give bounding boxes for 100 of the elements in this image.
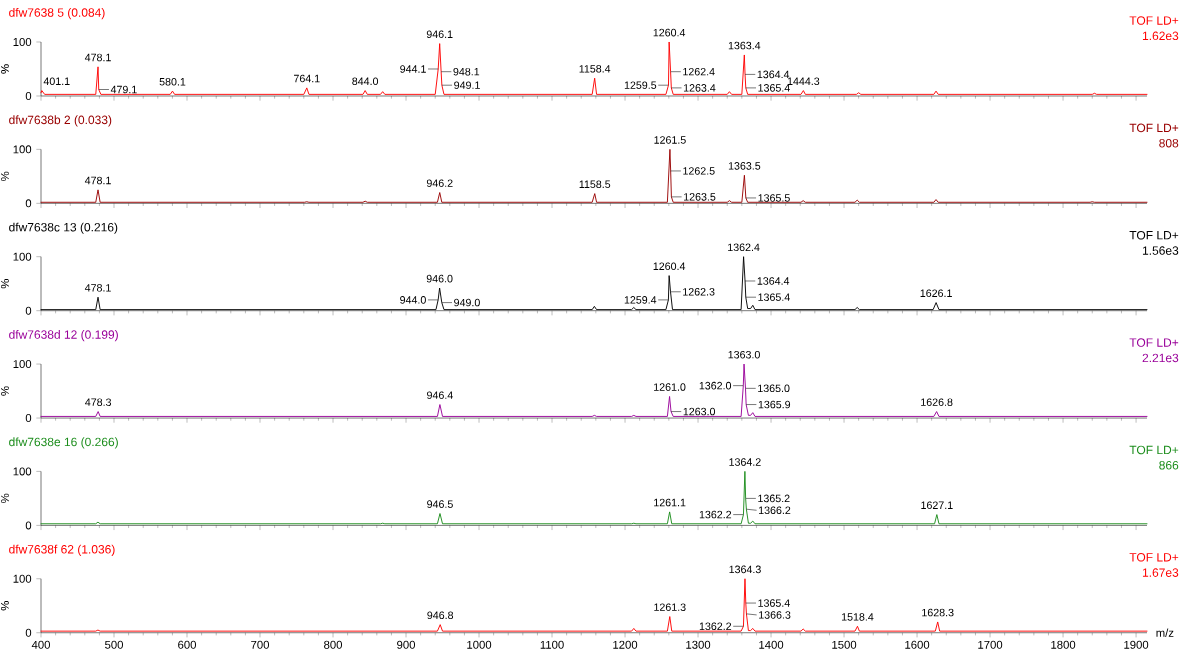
x-tick-label: 600 [178, 640, 197, 649]
annotation: 946.2 [426, 179, 453, 187]
annotation: 1365.4 [758, 599, 790, 607]
annotation: 946.4 [427, 391, 453, 399]
annotation: 1363.0 [728, 350, 760, 359]
annotation: 1365.5 [758, 194, 790, 202]
y-tick-label: 0 [25, 628, 32, 637]
text: TOF LD+ [1129, 16, 1179, 25]
annotation: 949.1 [454, 81, 480, 89]
chart-title: dfw7638 5 (0.084) [9, 7, 105, 20]
annotation: 1262.3 [683, 288, 715, 296]
annotation: 1260.4 [653, 28, 686, 37]
x-tick-label: 500 [105, 640, 124, 649]
annotation: 1261.0 [654, 383, 686, 391]
y-tick-label: 100 [13, 145, 32, 154]
y-tick-label: 100 [13, 252, 32, 261]
x-tick-label: 1000 [467, 640, 492, 649]
y-tick-label: 100 [13, 467, 32, 476]
annotation: 478.1 [84, 176, 111, 185]
annotation: 1362.2 [699, 622, 732, 631]
annotation: 1363.5 [728, 162, 761, 170]
annotation: 1262.5 [683, 167, 715, 175]
y-tick-label: 100 [13, 360, 32, 369]
annotation: 1363.4 [728, 41, 761, 50]
annotation: 1261.1 [654, 498, 686, 507]
text: 1.67e3 [1142, 568, 1179, 577]
annotation: 1261.3 [654, 603, 686, 611]
annotation: 1365.0 [758, 384, 790, 393]
x-tick-label: 1700 [978, 640, 1003, 649]
text: 808 [1159, 138, 1179, 148]
text: TOF LD+ [1129, 123, 1179, 133]
annotation: 1364.4 [757, 70, 790, 79]
y-axis-title: % [0, 279, 9, 289]
x-tick-label: 1400 [759, 640, 784, 649]
annotation: 1362.4 [728, 243, 760, 252]
text: TOF LD+ [1129, 445, 1179, 455]
annotation: 1263.4 [683, 84, 716, 92]
text: 1.62e3 [1142, 31, 1179, 41]
x-tick-label: 400 [31, 640, 50, 649]
x-tick-label: 1300 [686, 640, 711, 649]
y-tick-label: 100 [13, 574, 32, 583]
x-tick-label: 1500 [832, 640, 857, 649]
annotation: 1444.3 [787, 77, 820, 85]
chart-title: dfw7638f 62 (1.036) [9, 544, 115, 556]
annotation: 1627.1 [921, 501, 953, 509]
annotation: 1366.3 [759, 611, 791, 619]
chart-title: dfw7638d 12 (0.199) [9, 330, 118, 342]
annotation: 580.1 [159, 77, 186, 86]
text: 1.56e3 [1142, 246, 1179, 255]
annotation: 1366.2 [759, 506, 791, 515]
annotation: 1158.5 [579, 180, 611, 189]
annotation: 1626.1 [920, 289, 952, 297]
annotation: 478.1 [84, 284, 111, 292]
annotation: 1261.5 [654, 136, 686, 144]
annotation: 946.5 [427, 500, 453, 508]
annotation: 944.0 [400, 296, 426, 304]
y-tick-label: 100 [13, 37, 32, 46]
annotation: 1626.8 [921, 398, 953, 406]
annotation: 946.1 [426, 30, 453, 39]
text: 866 [1159, 461, 1179, 470]
x-tick-label: 800 [324, 640, 343, 649]
y-tick-label: 0 [25, 521, 32, 530]
annotation: 1365.4 [758, 293, 790, 301]
x-tick-label: 1600 [905, 640, 930, 649]
annotation: 1263.0 [683, 407, 716, 416]
annotation: 479.1 [110, 85, 137, 94]
annotation: 948.1 [453, 67, 480, 76]
y-tick-label: 0 [25, 199, 32, 208]
annotation: 401.1 [43, 77, 70, 85]
annotation: 1364.2 [729, 458, 761, 466]
x-tick-label: 1900 [1124, 640, 1149, 649]
annotation: 764.1 [294, 74, 320, 83]
annotation: 946.0 [426, 274, 453, 283]
annotation: 1628.3 [922, 608, 954, 617]
annotation: 1259.4 [624, 296, 657, 304]
annotation: 1365.4 [758, 84, 790, 92]
x-tick-label: 1800 [1051, 640, 1076, 649]
annotation: 478.1 [84, 53, 111, 62]
y-axis-title: % [0, 171, 9, 181]
annotation: 478.3 [85, 398, 112, 406]
annotation: 1365.9 [758, 400, 791, 409]
annotation: 1362.2 [699, 510, 732, 519]
y-axis-title: % [0, 601, 9, 611]
annotation: 1518.4 [841, 613, 874, 621]
y-tick-label: 0 [25, 91, 32, 100]
x-axis-title: m/z [1156, 628, 1174, 637]
annotation: 1365.2 [758, 494, 790, 503]
text: TOF LD+ [1129, 230, 1179, 240]
y-tick-label: 0 [25, 414, 32, 423]
annotation: 1362.0 [699, 381, 732, 390]
annotation: 1158.4 [579, 65, 611, 73]
annotation: 1364.3 [729, 565, 761, 574]
x-tick-label: 1100 [540, 640, 564, 649]
x-tick-label: 900 [397, 640, 416, 649]
annotation: 1364.4 [757, 277, 790, 285]
y-axis-title: % [0, 386, 9, 396]
chart-title: dfw7638b 2 (0.033) [9, 115, 112, 127]
chart-title: dfw7638e 16 (0.266) [9, 437, 118, 449]
text: TOF LD+ [1129, 338, 1179, 347]
annotation: 949.0 [454, 298, 480, 307]
